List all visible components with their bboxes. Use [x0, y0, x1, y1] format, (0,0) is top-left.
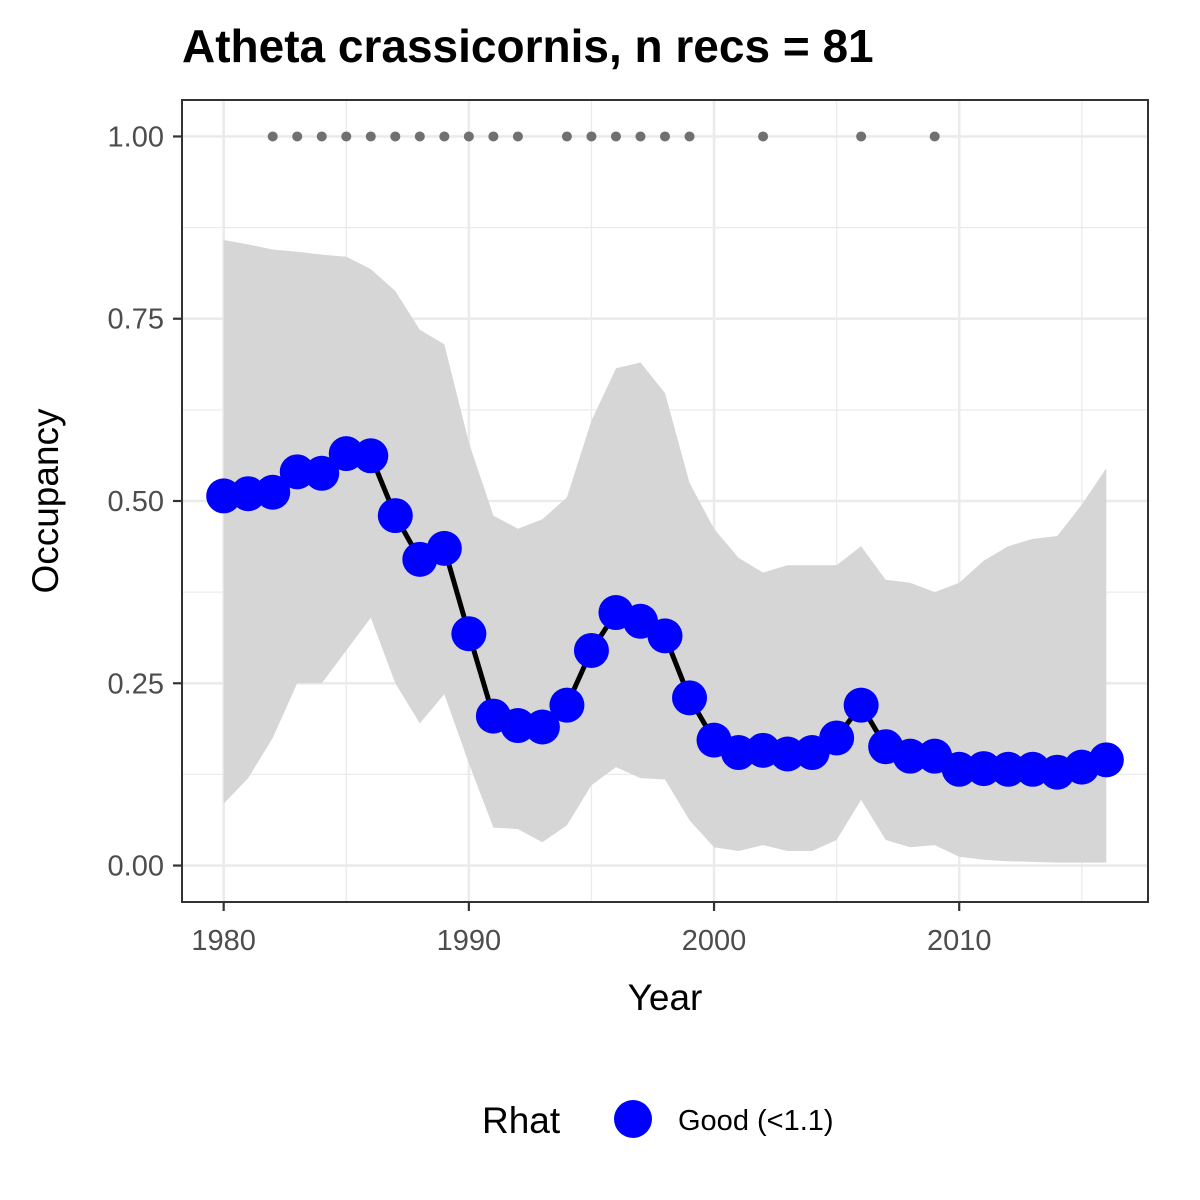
y-axis: 0.00 0.25 0.50 0.75 1.00 — [108, 121, 182, 883]
occupancy-point — [255, 474, 291, 510]
occupancy-point — [892, 738, 928, 774]
legend-label-good: Good (<1.1) — [678, 1105, 834, 1137]
y-tick-label: 1.00 — [108, 121, 164, 153]
occupancy-point — [304, 455, 340, 491]
record-dot — [292, 131, 303, 142]
record-dot — [463, 131, 474, 142]
occupancy-point — [524, 709, 560, 745]
y-tick-label: 0.75 — [108, 304, 164, 336]
record-dot — [365, 131, 376, 142]
record-dot — [512, 131, 523, 142]
y-tick-label: 0.00 — [108, 851, 164, 883]
occupancy-point — [549, 687, 585, 723]
x-tick-label: 1990 — [437, 925, 502, 957]
records-layer — [267, 131, 940, 142]
legend-title: Rhat — [482, 1100, 561, 1141]
record-dot — [610, 131, 621, 142]
chart-title: Atheta crassicornis, n recs = 81 — [182, 20, 874, 72]
occupancy-point — [426, 530, 462, 566]
record-dot — [341, 131, 352, 142]
record-dot — [561, 131, 572, 142]
record-dot — [267, 131, 278, 142]
occupancy-point — [647, 618, 683, 654]
occupancy-point — [966, 751, 1002, 787]
occupancy-point — [990, 751, 1026, 787]
occupancy-point — [819, 720, 855, 756]
record-dot — [660, 131, 670, 142]
x-tick-label: 2010 — [927, 925, 992, 957]
record-dot — [635, 131, 646, 142]
record-dot — [439, 131, 450, 142]
confidence-ribbon — [223, 240, 1107, 863]
legend: Rhat Good (<1.1) — [482, 1100, 834, 1141]
occupancy-points-layer — [206, 436, 1124, 790]
record-dot — [316, 131, 327, 142]
x-tick-label: 1980 — [191, 925, 256, 957]
legend-key-good — [614, 1100, 652, 1138]
occupancy-point — [1088, 742, 1124, 778]
occupancy-point — [451, 616, 487, 652]
y-axis-title: Occupancy — [25, 408, 66, 594]
record-dot — [929, 131, 940, 142]
occupancy-point — [672, 680, 708, 716]
y-tick-label: 0.50 — [108, 486, 164, 518]
occupancy-point — [573, 632, 609, 668]
x-axis-title: Year — [628, 977, 703, 1018]
x-tick-label: 2000 — [682, 925, 747, 957]
occupancy-point — [843, 687, 879, 723]
record-dot — [856, 131, 867, 142]
record-dot — [488, 131, 499, 142]
occupancy-point — [353, 438, 389, 474]
record-dot — [586, 131, 597, 142]
occupancy-point — [377, 498, 413, 534]
y-tick-label: 0.25 — [108, 668, 164, 700]
occupancy-point — [941, 751, 977, 787]
x-axis: 1980 1990 2000 2010 — [191, 902, 991, 957]
record-dot — [684, 131, 695, 142]
confidence-ribbon-layer — [223, 240, 1107, 863]
record-dot — [390, 131, 401, 142]
record-dot — [758, 131, 769, 142]
record-dot — [414, 131, 425, 142]
